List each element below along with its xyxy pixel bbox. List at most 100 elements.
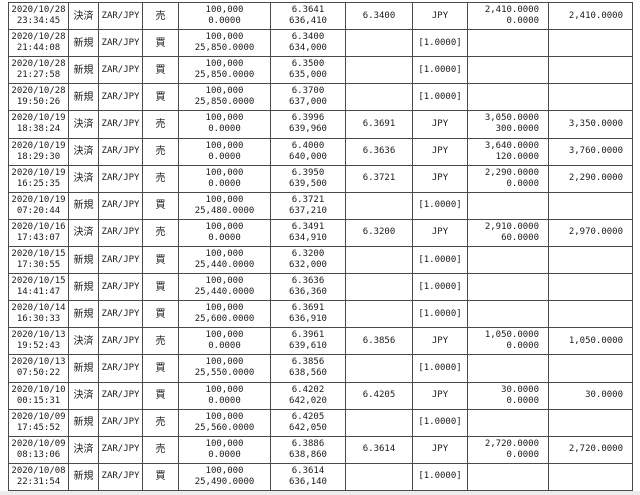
cell-price: 6.3200 632,000 — [271, 246, 346, 274]
cell-line: ZAR/JPY — [101, 10, 140, 21]
cell-currency-pair: ZAR/JPY — [99, 355, 143, 382]
cell-line: 決済 — [73, 444, 94, 456]
table-row: 2020/10/28 21:44:08 新規 ZAR/JPY 買 100,000 25,85… — [9, 30, 633, 58]
cell-line: 6.3886 — [291, 438, 325, 449]
cell-price: 6.4205 642,050 — [271, 409, 346, 436]
cell-line: JPY — [431, 146, 449, 157]
cell-line: ZAR/JPY — [101, 444, 140, 455]
cell-line: ZAR/JPY — [101, 281, 140, 292]
table-row: 2020/10/19 16:25:35 決済 ZAR/JPY 売 100,000 0.000… — [9, 165, 633, 193]
cell-line: 639,960 — [289, 124, 327, 135]
cell-line: 636,410 — [289, 16, 327, 27]
cell-total-profit-loss — [549, 192, 633, 219]
table-row: 2020/10/16 17:43:07 決済 ZAR/JPY 売 100,000 0.000… — [9, 219, 633, 247]
cell-counter-rate: 6.3636 — [346, 138, 413, 165]
cell-buy-sell-side: 買 — [143, 84, 179, 111]
cell-counter-rate — [346, 463, 413, 490]
cell-line: 6.3641 — [291, 5, 325, 16]
cell-currency-pair: ZAR/JPY — [99, 219, 143, 246]
cell-line: 16:25:35 — [16, 178, 61, 189]
cell-settlement-currency: [1.0000] — [413, 301, 468, 328]
table-row: 2020/10/09 17:45:52 新規 ZAR/JPY 売 100,000 25,56… — [9, 409, 633, 437]
cell-trade-type: 決済 — [69, 138, 99, 165]
cell-line: 新規 — [73, 471, 94, 483]
cell-buy-sell-side: 買 — [143, 57, 179, 84]
cell-line: 100,000 — [205, 276, 244, 287]
cell-counter-rate: 6.3200 — [346, 219, 413, 246]
trade-history-table[interactable]: 2020/10/28 23:34:45 決済 ZAR/JPY 売 100,000 0.000… — [8, 2, 633, 491]
cell-total-profit-loss — [549, 409, 633, 436]
cell-line: 6.3996 — [291, 113, 325, 124]
cell-price: 6.3400 634,000 — [271, 30, 346, 57]
cell-currency-pair: ZAR/JPY — [99, 192, 143, 219]
cell-line: 25,600.0000 — [194, 314, 255, 325]
cell-date-time: 2020/10/09 08:13:06 — [9, 436, 69, 463]
cell-trade-type: 決済 — [69, 328, 99, 355]
cell-currency-pair: ZAR/JPY — [99, 301, 143, 328]
cell-line: 6.3491 — [291, 221, 325, 232]
cell-line: 新規 — [73, 254, 94, 266]
cell-trade-type: 新規 — [69, 57, 99, 84]
cell-buy-sell-side: 買 — [143, 301, 179, 328]
cell-total-profit-loss — [549, 30, 633, 57]
cell-profit-loss — [468, 192, 549, 219]
cell-line: 6.3614 — [362, 444, 396, 455]
cell-currency-pair: ZAR/JPY — [99, 246, 143, 274]
cell-line: JPY — [431, 335, 449, 346]
cell-line: 2020/10/19 — [11, 167, 66, 178]
cell-line: 2020/10/15 — [11, 276, 66, 287]
cell-date-time: 2020/10/19 18:29:30 — [9, 138, 69, 165]
cell-line: 19:50:26 — [16, 97, 61, 108]
cell-line: 6.3636 — [362, 146, 396, 157]
cell-line: [1.0000] — [418, 417, 462, 428]
cell-line: 新規 — [73, 362, 94, 374]
cell-line: 19:52:43 — [16, 341, 61, 352]
cell-line: 0.0000 — [208, 124, 241, 135]
cell-line: 0.0000 — [506, 341, 539, 352]
cell-line: 0.0000 — [208, 395, 241, 406]
cell-line: 新規 — [73, 417, 94, 429]
cell-line: 売 — [155, 227, 166, 239]
cell-settlement-currency: JPY — [413, 219, 468, 246]
cell-line: 17:45:52 — [16, 422, 61, 433]
cell-line: 17:43:07 — [16, 232, 61, 243]
cell-line: 6.3614 — [291, 465, 325, 476]
cell-line: 売 — [155, 444, 166, 456]
cell-line: 2020/10/08 — [11, 465, 66, 476]
table-row: 2020/10/19 18:38:24 決済 ZAR/JPY 売 100,000 0.000… — [9, 111, 633, 139]
cell-date-time: 2020/10/15 14:41:47 — [9, 274, 69, 301]
table-row: 2020/10/28 19:50:26 新規 ZAR/JPY 買 100,000 25,85… — [9, 84, 633, 112]
cell-line: 100,000 — [205, 465, 244, 476]
cell-line: 120.0000 — [495, 151, 539, 162]
cell-line: 2020/10/28 — [11, 59, 66, 70]
cell-line: JPY — [431, 227, 449, 238]
cell-counter-rate — [346, 409, 413, 436]
cell-line: 0.0000 — [506, 178, 539, 189]
table-row: 2020/10/10 00:15:31 決済 ZAR/JPY 買 100,000 0.000… — [9, 382, 633, 410]
cell-line: ZAR/JPY — [101, 362, 140, 373]
cell-line: 売 — [155, 173, 166, 185]
cell-line: 売 — [155, 335, 166, 347]
cell-line: 25,850.0000 — [194, 97, 255, 108]
cell-currency-pair: ZAR/JPY — [99, 30, 143, 57]
cell-line: 100,000 — [205, 249, 244, 260]
cell-line: 買 — [155, 64, 166, 76]
cell-total-profit-loss: 2,970.0000 — [549, 219, 633, 246]
cell-trade-type: 決済 — [69, 165, 99, 192]
cell-line: 6.4000 — [291, 140, 325, 151]
cell-price: 6.3636 636,360 — [271, 274, 346, 301]
cell-line: 25,560.0000 — [194, 422, 255, 433]
cell-line: 1,050.0000 — [568, 335, 623, 346]
cell-amount: 100,000 25,600.0000 — [179, 301, 271, 328]
cell-line: 6.3961 — [291, 330, 325, 341]
cell-line: [1.0000] — [418, 64, 462, 75]
cell-line: 6.3400 — [362, 10, 396, 21]
cell-line: 1,050.0000 — [484, 330, 539, 341]
cell-line: 決済 — [73, 227, 94, 239]
cell-line: ZAR/JPY — [101, 91, 140, 102]
cell-line: 6.4205 — [291, 411, 325, 422]
cell-currency-pair: ZAR/JPY — [99, 328, 143, 355]
cell-trade-type: 新規 — [69, 463, 99, 490]
cell-line: 買 — [155, 91, 166, 103]
cell-line: [1.0000] — [418, 254, 462, 265]
